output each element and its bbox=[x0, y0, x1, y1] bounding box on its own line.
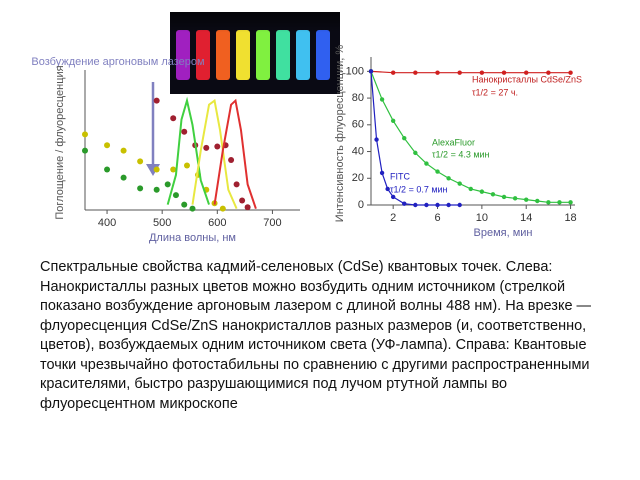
data-point bbox=[490, 192, 496, 197]
data-point bbox=[390, 118, 396, 124]
data-point bbox=[446, 176, 451, 181]
data-point bbox=[435, 202, 440, 208]
y-axis-label: Интенсивность флуоресценции, % bbox=[334, 45, 346, 223]
data-dot bbox=[170, 115, 177, 122]
data-point bbox=[501, 194, 507, 200]
data-dot bbox=[120, 174, 127, 181]
x-tick-label: 18 bbox=[564, 212, 576, 224]
data-line bbox=[191, 98, 238, 210]
data-dot bbox=[244, 204, 251, 211]
x-tick-label: 600 bbox=[208, 217, 226, 229]
data-dot bbox=[181, 128, 188, 135]
x-tick-label: 14 bbox=[520, 212, 532, 224]
data-dot bbox=[172, 192, 179, 199]
annotation: Нанокристаллы CdSe/ZnS bbox=[472, 74, 582, 84]
data-point bbox=[402, 135, 407, 141]
x-axis-label: Длина волны, нм bbox=[149, 232, 236, 244]
data-dot bbox=[153, 186, 160, 193]
data-point bbox=[457, 181, 462, 186]
data-dot bbox=[203, 144, 210, 151]
annotation: Возбуждение аргоновым лазером bbox=[31, 56, 204, 68]
x-axis-label: Время, мин bbox=[474, 227, 533, 239]
data-point bbox=[468, 186, 473, 192]
data-point bbox=[385, 186, 390, 192]
y-tick-label: 80 bbox=[352, 92, 364, 104]
x-tick-label: 500 bbox=[153, 217, 171, 229]
data-dot bbox=[104, 142, 111, 149]
data-point bbox=[524, 70, 529, 75]
data-point bbox=[435, 169, 440, 174]
data-dot bbox=[233, 181, 240, 188]
data-dot bbox=[189, 205, 196, 212]
annotation: AlexaFluor bbox=[432, 137, 475, 147]
data-point bbox=[390, 194, 396, 200]
data-point bbox=[379, 97, 385, 102]
x-tick-label: 400 bbox=[98, 217, 116, 229]
data-line bbox=[370, 70, 571, 74]
data-dot bbox=[219, 205, 226, 212]
data-dot bbox=[164, 181, 171, 188]
data-point bbox=[546, 200, 551, 205]
data-dot bbox=[214, 143, 221, 150]
data-dot bbox=[137, 185, 144, 192]
data-dot bbox=[82, 147, 88, 154]
data-point bbox=[424, 161, 429, 166]
caption: Спектральные свойства кадмий-селеновых (… bbox=[40, 259, 592, 412]
data-point bbox=[457, 202, 462, 208]
annotation: τ1/2 = 27 ч. bbox=[472, 87, 518, 97]
x-tick-label: 2 bbox=[390, 212, 396, 224]
data-dot bbox=[153, 166, 160, 173]
y-tick-label: 60 bbox=[352, 119, 364, 131]
annotation: τ1/2 = 0.7 мин bbox=[390, 184, 448, 194]
data-point bbox=[435, 70, 440, 75]
data-dot bbox=[120, 147, 127, 154]
y-tick-label: 100 bbox=[346, 65, 364, 77]
data-point bbox=[501, 70, 507, 75]
data-dot bbox=[181, 201, 188, 208]
data-dot bbox=[228, 157, 235, 164]
data-point bbox=[457, 70, 462, 75]
data-point bbox=[413, 150, 418, 156]
data-point bbox=[535, 198, 540, 204]
data-point bbox=[368, 69, 374, 74]
data-dot bbox=[82, 131, 88, 138]
x-tick-label: 6 bbox=[434, 212, 440, 224]
data-point bbox=[479, 189, 485, 194]
data-point bbox=[568, 200, 573, 205]
data-point bbox=[512, 196, 518, 201]
y-tick-label: 40 bbox=[352, 145, 364, 157]
data-point bbox=[390, 70, 396, 75]
data-dot bbox=[137, 158, 144, 165]
x-tick-label: 700 bbox=[263, 217, 281, 229]
data-point bbox=[446, 202, 451, 208]
data-dot bbox=[104, 166, 111, 173]
annotation: τ1/2 = 4.3 мин bbox=[432, 149, 490, 159]
data-point bbox=[557, 200, 562, 205]
data-point bbox=[479, 70, 485, 75]
y-tick-label: 0 bbox=[358, 199, 364, 211]
data-point bbox=[413, 202, 418, 208]
data-point bbox=[524, 197, 529, 202]
data-dot bbox=[153, 97, 160, 104]
data-point bbox=[379, 170, 385, 176]
data-point bbox=[546, 70, 551, 75]
data-line bbox=[166, 96, 210, 205]
data-point bbox=[424, 202, 429, 208]
figure: Возбуждение аргоновым лазером Нанокриста… bbox=[31, 12, 582, 244]
y-tick-label: 20 bbox=[352, 172, 364, 184]
annotation: FITC bbox=[390, 171, 410, 181]
data-point bbox=[413, 70, 418, 75]
data-dot bbox=[170, 166, 177, 173]
data-line bbox=[213, 98, 257, 209]
data-dot bbox=[239, 197, 246, 204]
data-point bbox=[568, 70, 573, 75]
data-point bbox=[402, 201, 407, 206]
vials-photo bbox=[170, 12, 340, 94]
data-dot bbox=[183, 162, 190, 169]
y-axis-label: Поглощение / флуоресценция bbox=[54, 65, 66, 219]
x-tick-label: 10 bbox=[476, 212, 488, 224]
data-point bbox=[374, 137, 379, 142]
